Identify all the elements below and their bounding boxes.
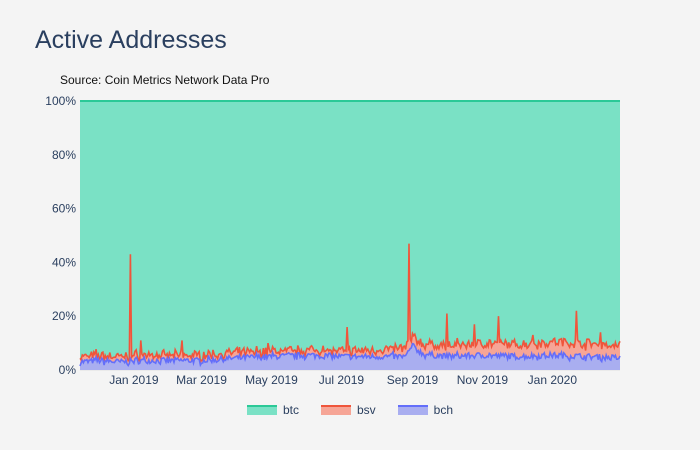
series-bch-line xyxy=(79,342,621,368)
series-areas xyxy=(79,100,621,370)
legend-label: btc xyxy=(282,403,299,417)
y-tick-label: 40% xyxy=(52,255,76,269)
legend-label: bsv xyxy=(356,403,376,417)
series-bsv-line xyxy=(79,243,621,365)
x-tick-label: Jan 2019 xyxy=(109,373,159,387)
legend-item-btc[interactable]: btc xyxy=(246,403,299,417)
y-tick-label: 0% xyxy=(59,363,77,377)
y-tick-label: 20% xyxy=(52,309,76,323)
y-axis-ticks: 0% 20% 40% 60% 80% 100% xyxy=(45,94,76,377)
chart-title: Active Addresses xyxy=(35,26,227,54)
legend-item-bsv[interactable]: bsv xyxy=(320,403,376,417)
chart-subtitle: Source: Coin Metrics Network Data Pro xyxy=(60,73,270,87)
x-tick-label: May 2019 xyxy=(245,373,298,387)
legend-swatch xyxy=(246,405,277,415)
x-tick-label: Jul 2019 xyxy=(319,373,365,387)
legend-swatch xyxy=(320,405,351,415)
series-bch-area xyxy=(80,343,620,370)
series-btc-area xyxy=(80,101,620,362)
legend: btc bsv bch xyxy=(0,403,700,417)
x-tick-label: Jan 2020 xyxy=(528,373,578,387)
x-axis-ticks: Jan 2019 Mar 2019 May 2019 Jul 2019 Sep 2019… xyxy=(109,373,577,387)
legend-swatch xyxy=(397,405,428,415)
y-tick-label: 60% xyxy=(52,202,76,216)
y-tick-label: 100% xyxy=(45,94,76,108)
legend-label: bch xyxy=(433,403,454,417)
legend-item-bch[interactable]: bch xyxy=(397,403,454,417)
x-tick-label: Nov 2019 xyxy=(457,373,509,387)
y-tick-label: 80% xyxy=(52,148,76,162)
x-tick-label: Sep 2019 xyxy=(387,373,439,387)
series-bsv-area xyxy=(80,243,620,366)
x-tick-label: Mar 2019 xyxy=(176,373,227,387)
